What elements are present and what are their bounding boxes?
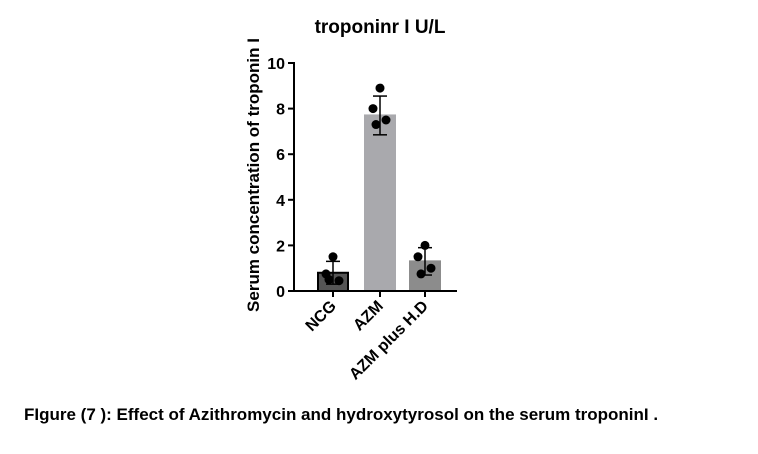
data-point	[420, 240, 430, 250]
data-point	[328, 252, 338, 262]
y-tick-label: 4	[276, 193, 285, 210]
figure-caption: FIgure (7 ): Effect of Azithromycin and …	[24, 405, 659, 424]
data-point	[324, 275, 334, 285]
y-tick-label: 6	[276, 147, 285, 164]
y-tick-label: 2	[276, 238, 285, 255]
data-point	[371, 120, 381, 130]
data-point	[368, 104, 378, 114]
data-point	[416, 269, 426, 279]
data-point	[375, 83, 385, 93]
data-point	[426, 263, 436, 273]
bar	[364, 114, 396, 292]
data-point	[381, 115, 391, 125]
y-axis-label: Serum concentration of troponin I	[244, 38, 263, 312]
y-tick-label: 8	[276, 102, 285, 119]
y-tick-label: 0	[276, 284, 285, 301]
x-tick-label: AZM	[350, 298, 387, 335]
data-point	[334, 276, 344, 286]
y-tick-label: 10	[267, 56, 285, 73]
chart-title: troponinr I U/L	[315, 17, 446, 38]
x-tick-label: AZM plus H.D	[346, 298, 432, 384]
x-tick-label: NCG	[303, 298, 340, 335]
chart: troponinr I U/L Serum concentration of t…	[244, 17, 457, 383]
data-point	[413, 252, 423, 262]
